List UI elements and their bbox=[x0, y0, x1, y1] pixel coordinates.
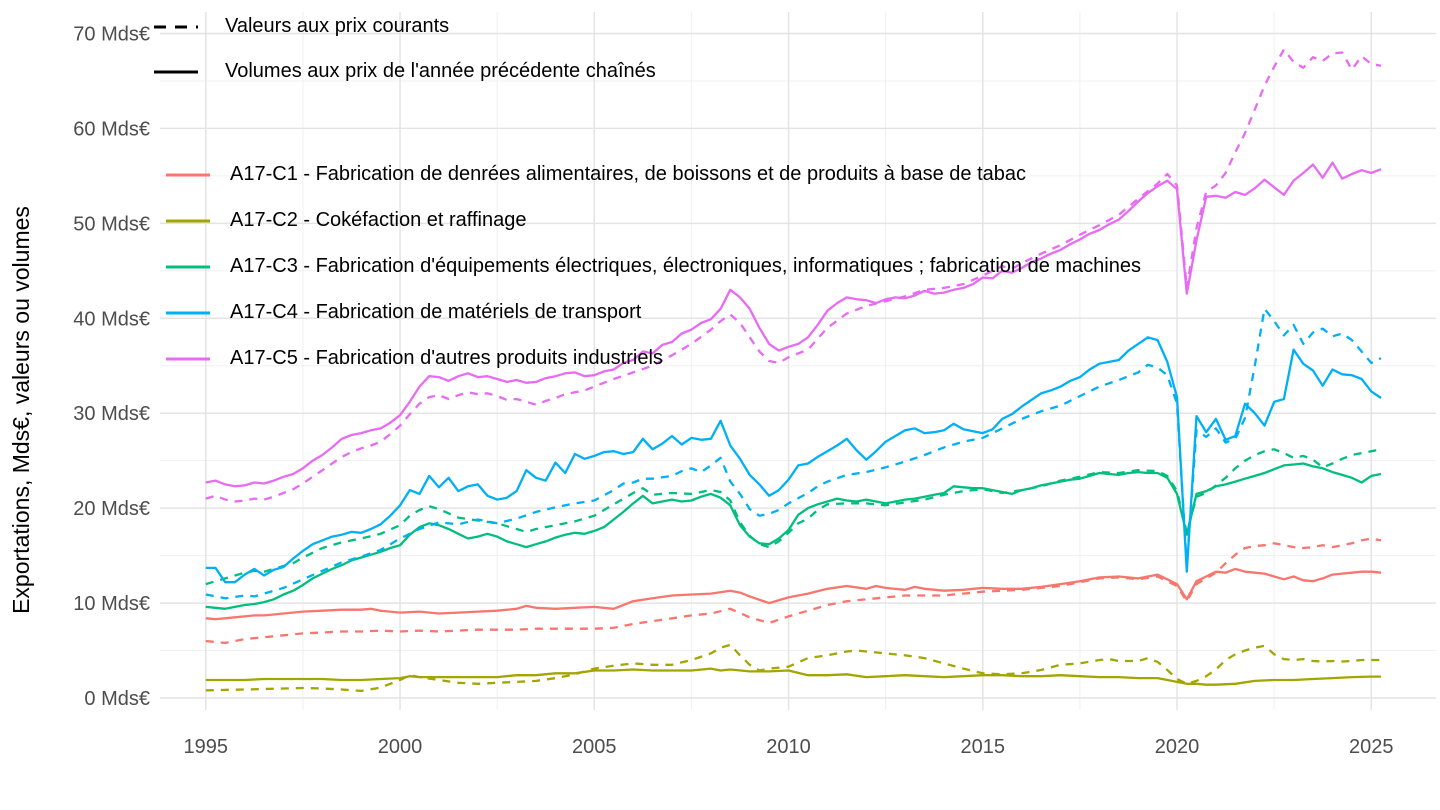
series-line-A17-C3-volumes bbox=[205, 462, 1382, 610]
legend-series-a17-c2: A17-C2 - Cokéfaction et raffinage bbox=[166, 206, 1141, 235]
legend-series-a17-c3-label: A17-C3 - Fabrication d'équipements élect… bbox=[230, 255, 1141, 277]
series-line-A17-C1-volumes bbox=[205, 567, 1382, 621]
solid-line-key-icon bbox=[166, 357, 210, 360]
series-line-A17-C2-valeurs bbox=[205, 643, 1381, 693]
solid-line-key-icon bbox=[166, 173, 210, 176]
y-tick-label: 50 Mds€ bbox=[73, 213, 150, 235]
series-legend: A17-C1 - Fabrication de denrées alimenta… bbox=[166, 160, 1141, 373]
y-tick-label: 60 Mds€ bbox=[73, 118, 150, 140]
legend-linetype-solid: Volumes aux prix de l'année précédente c… bbox=[154, 57, 656, 86]
legend-series-a17-c4-label: A17-C4 - Fabrication de matériels de tra… bbox=[230, 301, 642, 323]
x-tick-label: 2005 bbox=[572, 736, 617, 758]
x-tick-label: 2010 bbox=[766, 736, 811, 758]
legend-series-a17-c3: A17-C3 - Fabrication d'équipements élect… bbox=[166, 252, 1141, 281]
y-tick-label: 10 Mds€ bbox=[73, 593, 150, 615]
series-line-A17-C2-volumes bbox=[205, 667, 1381, 686]
legend-series-a17-c5-label: A17-C5 - Fabrication d'autres produits i… bbox=[230, 347, 663, 369]
x-tick-label: 2020 bbox=[1155, 736, 1200, 758]
x-tick-label: 2025 bbox=[1349, 736, 1394, 758]
series-line-A17-C4-volumes bbox=[205, 336, 1382, 584]
series-line-A17-C1-valeurs bbox=[205, 537, 1382, 645]
y-tick-label: 20 Mds€ bbox=[73, 498, 150, 520]
y-tick-label: 70 Mds€ bbox=[73, 23, 150, 45]
legend-linetype-dashed-label: Valeurs aux prix courants bbox=[225, 15, 450, 37]
x-tick-label: 2015 bbox=[961, 736, 1006, 758]
x-tick-label: 2000 bbox=[378, 736, 423, 758]
legend-linetype-dashed: Valeurs aux prix courants bbox=[154, 12, 656, 41]
y-axis-title: Exportations, Mds€, valeurs ou volumes bbox=[8, 206, 34, 614]
legend-series-a17-c2-label: A17-C2 - Cokéfaction et raffinage bbox=[230, 209, 527, 231]
dashed-line-key-icon bbox=[154, 25, 198, 28]
series-line-A17-C5-valeurs bbox=[205, 48, 1382, 503]
x-tick-label: 1995 bbox=[184, 736, 229, 758]
y-tick-label: 40 Mds€ bbox=[73, 308, 150, 330]
series-line-A17-C5-volumes bbox=[205, 161, 1382, 488]
solid-line-key-icon bbox=[154, 70, 198, 73]
legend-series-a17-c5: A17-C5 - Fabrication d'autres produits i… bbox=[166, 344, 1141, 373]
y-tick-label: 30 Mds€ bbox=[73, 403, 150, 425]
solid-line-key-icon bbox=[166, 265, 210, 268]
legend-series-a17-c1-label: A17-C1 - Fabrication de denrées alimenta… bbox=[230, 163, 1027, 185]
solid-line-key-icon bbox=[166, 311, 210, 314]
legend-series-a17-c4: A17-C4 - Fabrication de matériels de tra… bbox=[166, 298, 1141, 327]
legend-linetype-solid-label: Volumes aux prix de l'année précédente c… bbox=[225, 60, 656, 82]
solid-line-key-icon bbox=[166, 219, 210, 222]
legend-series-a17-c1: A17-C1 - Fabrication de denrées alimenta… bbox=[166, 160, 1141, 189]
y-tick-label: 0 Mds€ bbox=[84, 688, 150, 710]
series-line-A17-C4-valeurs bbox=[205, 307, 1382, 600]
linetype-legend: Valeurs aux prix courants Volumes aux pri… bbox=[154, 12, 656, 86]
series-line-A17-C3-valeurs bbox=[205, 448, 1382, 586]
